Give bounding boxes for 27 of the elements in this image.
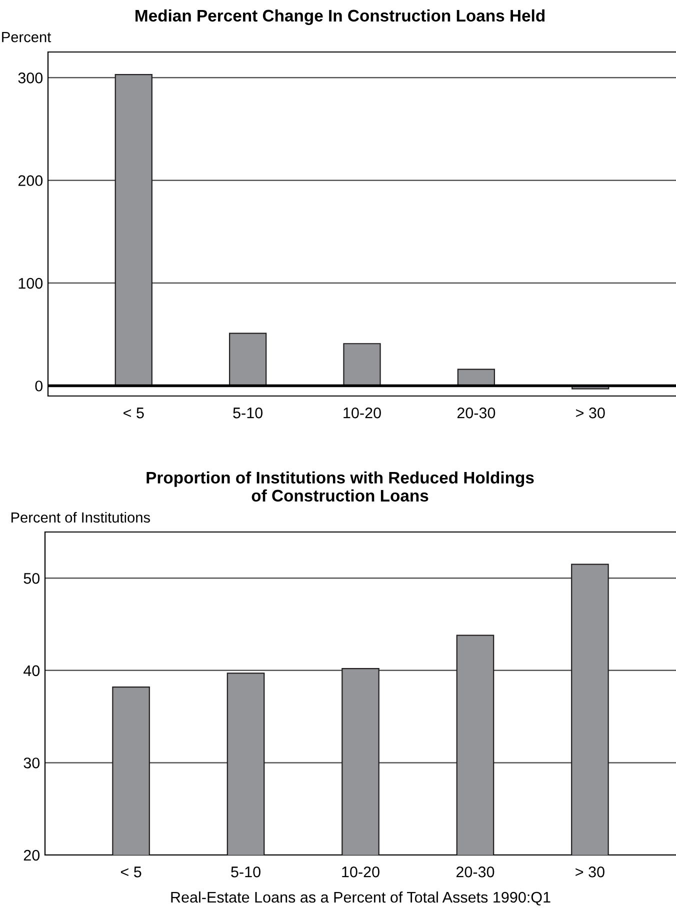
y-tick-label: 30 [24, 758, 40, 768]
bar [228, 332, 267, 386]
x-axis-title: Real-Estate Loans as a Percent of Total Assets 1990:Q1 [171, 891, 550, 906]
x-tick-label: < 5 [120, 866, 142, 878]
y-tick-label: 40 [24, 665, 40, 676]
chart-title: Proportion of Institutions with Reduced Holdings of Construction Loans [146, 471, 534, 502]
y-tick-label: 20 [24, 850, 40, 861]
x-tick-label: 20-30 [456, 866, 494, 878]
y-tick-label: 0 [35, 380, 43, 392]
x-tick-label: 5-10 [233, 408, 263, 418]
x-tick-label: 5-10 [231, 866, 260, 878]
x-tick-label: 10-20 [342, 866, 380, 878]
x-tick-label: 20-30 [457, 408, 496, 418]
y-axis-title: Percent [2, 32, 52, 42]
x-tick-label: > 30 [576, 408, 605, 418]
y-axis-title: Percent of Institutions [11, 512, 150, 523]
y-tick-label: 50 [24, 573, 40, 584]
chart-title: Median Percent Change In Construction Loans Held [136, 9, 544, 25]
x-tick-label: > 30 [576, 866, 604, 878]
y-tick-label: 300 [18, 72, 43, 84]
x-tick-label: < 5 [124, 408, 144, 418]
bar [457, 368, 496, 386]
y-tick-label: 100 [18, 278, 43, 289]
bar [114, 74, 152, 386]
y-tick-label: 200 [18, 175, 43, 186]
bar [343, 343, 381, 386]
x-tick-label: 10-20 [344, 408, 381, 418]
